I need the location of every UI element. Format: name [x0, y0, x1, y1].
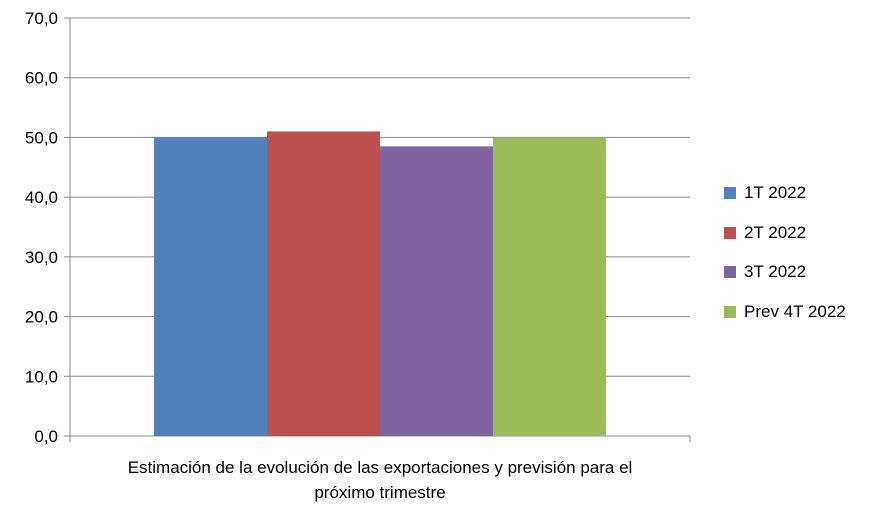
y-tick-label: 60,0: [25, 69, 58, 88]
legend-label: 1T 2022: [744, 183, 807, 202]
y-tick-label: 30,0: [25, 248, 58, 267]
y-tick-label: 40,0: [25, 188, 58, 207]
bar-1t-2022: [154, 137, 267, 436]
bar-prev-4t-2022: [493, 137, 606, 436]
legend-swatch: [724, 305, 736, 318]
category-axis-label-line-1: Estimación de la evolución de las export…: [127, 458, 633, 477]
y-tick-label: 0,0: [34, 427, 58, 446]
legend-label: Prev 4T 2022: [744, 301, 846, 321]
legend-label: 3T 2022: [744, 262, 807, 281]
legend-item: 1T 2022: [724, 183, 846, 203]
legend-swatch: [724, 187, 736, 199]
legend-item: Prev 4T 2022: [724, 302, 846, 322]
legend-item: 2T 2022: [724, 223, 846, 243]
category-axis-label-line-2: próximo trimestre: [314, 483, 446, 502]
legend-label: 2T 2022: [744, 222, 807, 242]
legend-item: 3T 2022: [724, 262, 846, 282]
y-tick-label: 20,0: [25, 308, 58, 327]
legend-swatch: [724, 266, 736, 278]
bar-2t-2022: [267, 131, 380, 436]
legend-swatch: [724, 226, 736, 239]
y-tick-label: 10,0: [25, 367, 58, 386]
category-axis-label: Estimación de la evolución de las export…: [60, 455, 700, 505]
y-tick-label: 50,0: [25, 128, 58, 147]
y-tick-label: 70,0: [25, 9, 58, 28]
bar-3t-2022: [380, 146, 493, 436]
legend: 1T 2022 2T 2022 3T 2022 Prev 4T 2022: [724, 183, 846, 341]
